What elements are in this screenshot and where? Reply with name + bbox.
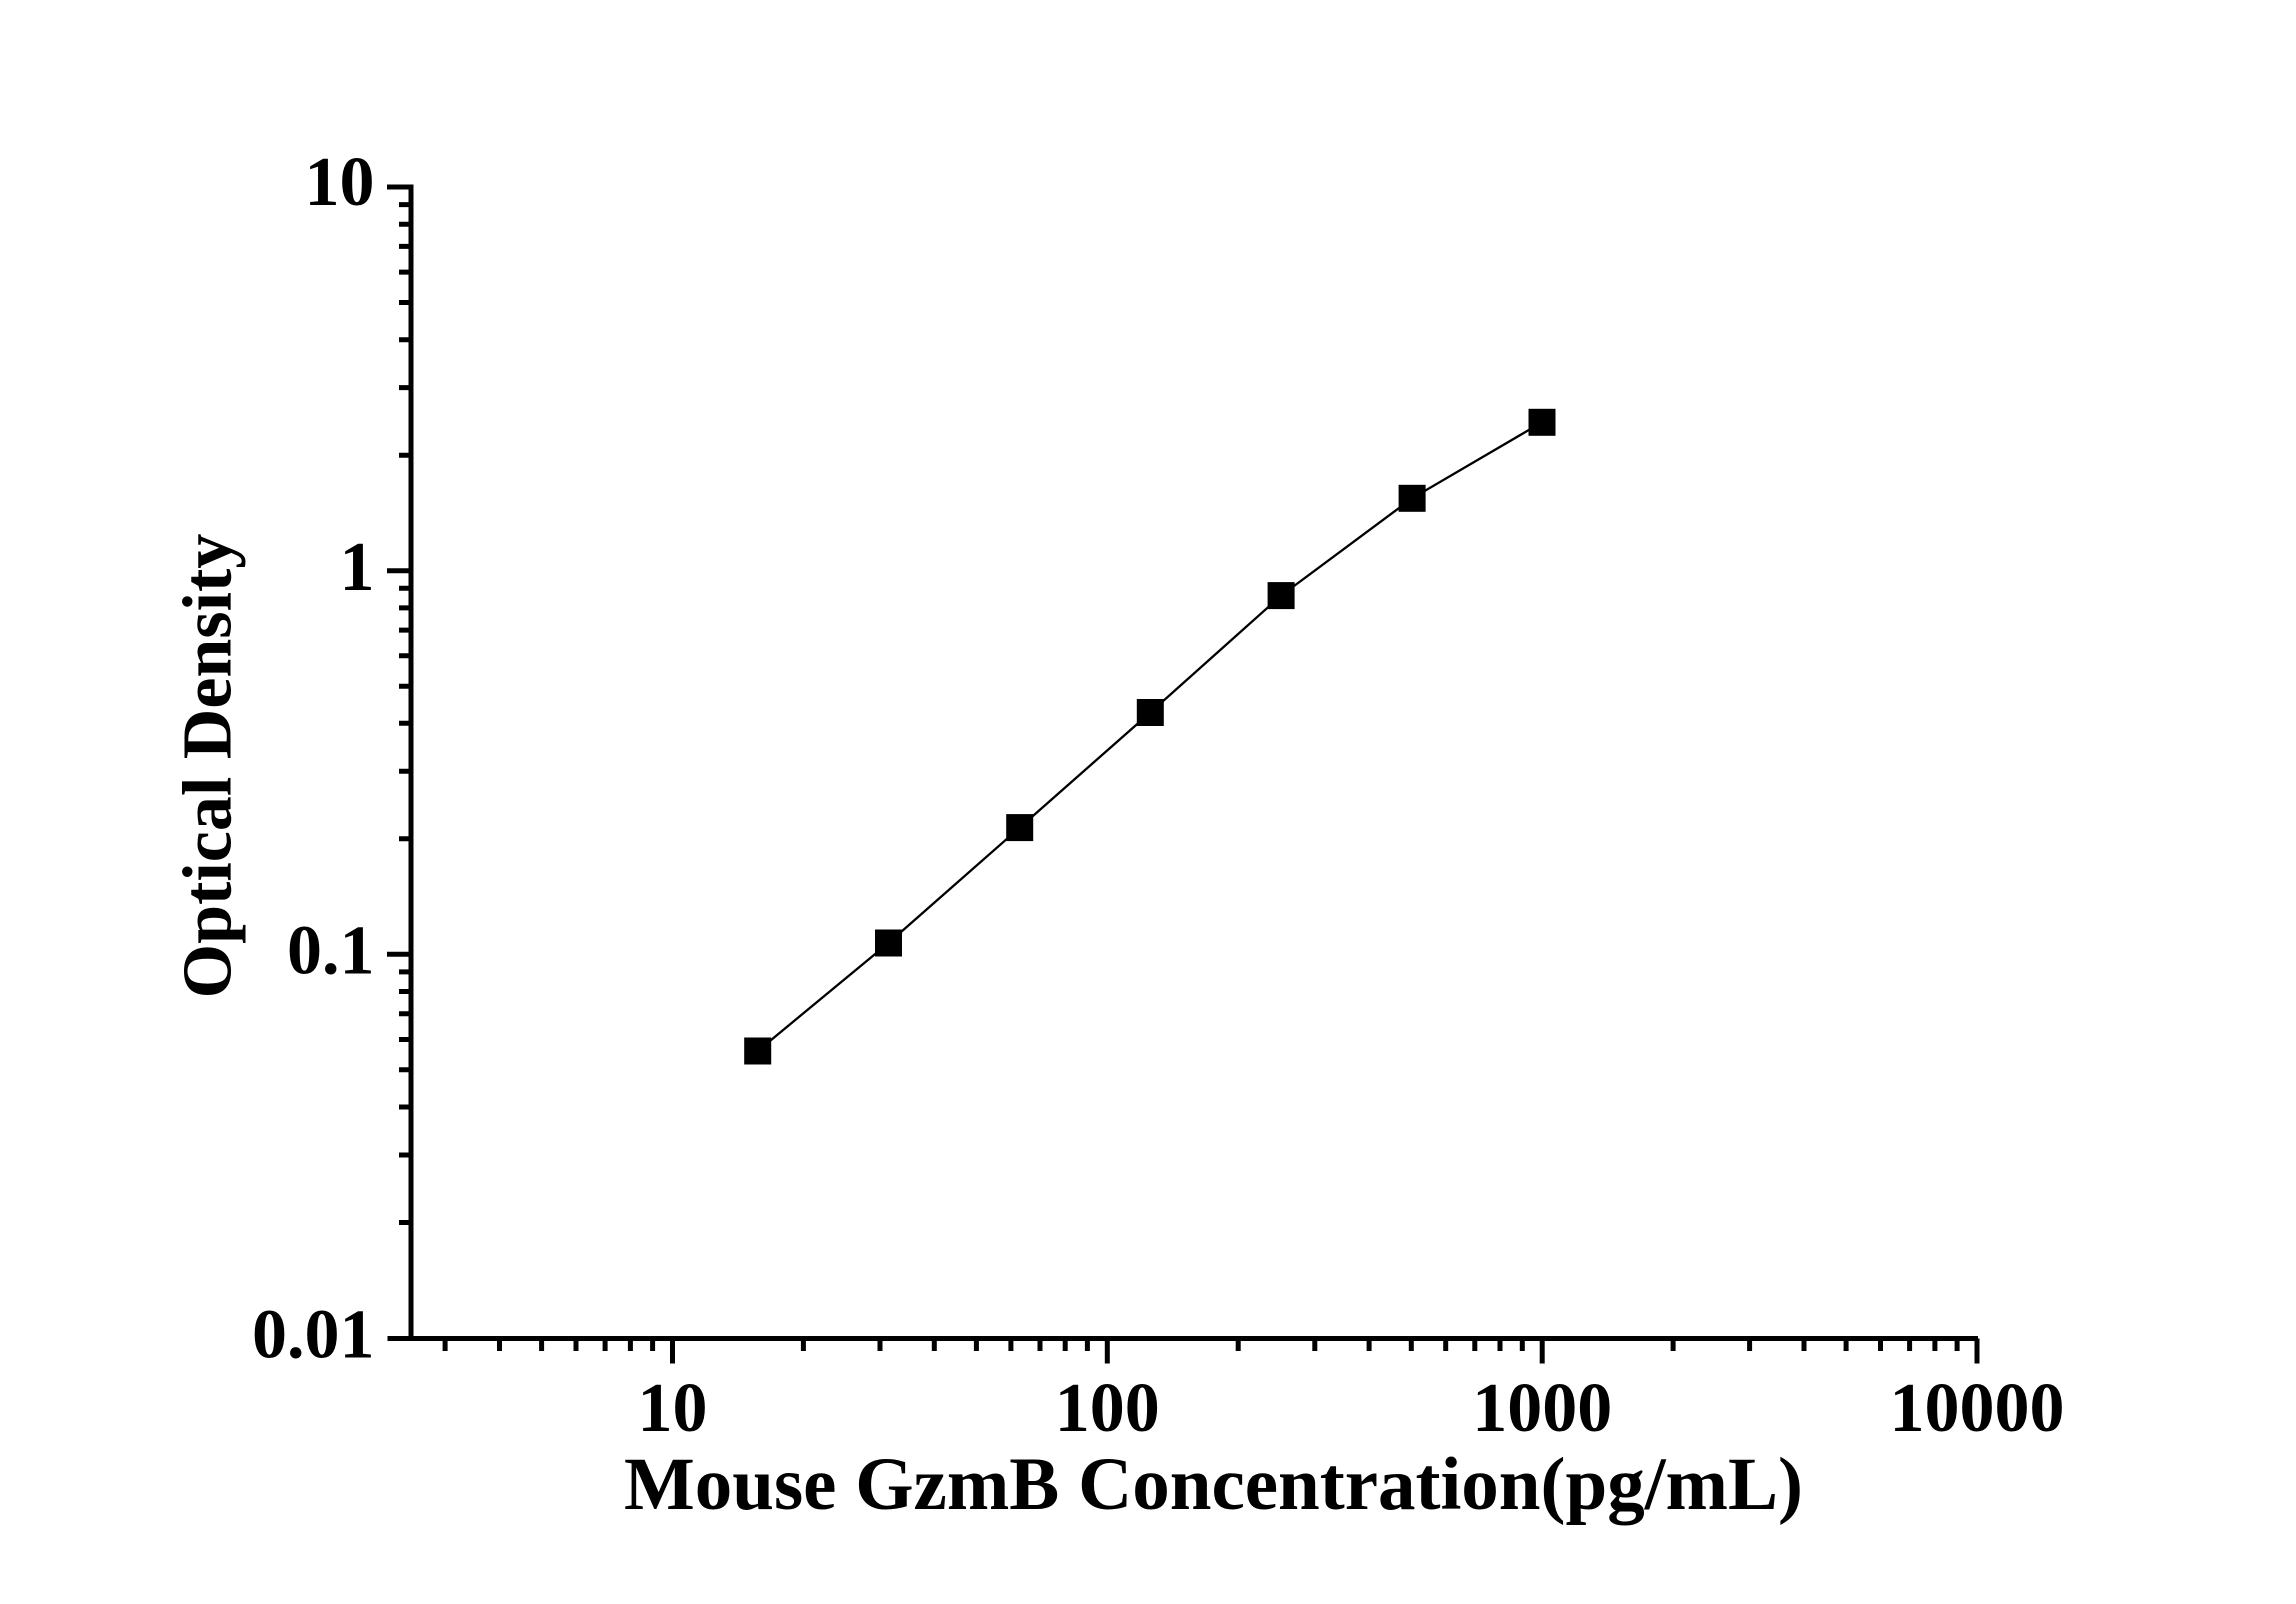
svg-text:1000: 1000 — [1472, 1370, 1612, 1447]
svg-text:Mouse GzmB Concentration(pg/mL: Mouse GzmB Concentration(pg/mL) — [624, 1443, 1803, 1526]
svg-text:0.01: 0.01 — [252, 1297, 375, 1374]
svg-text:10000: 10000 — [1890, 1370, 2065, 1447]
svg-text:Optical Density: Optical Density — [170, 534, 247, 999]
svg-text:100: 100 — [1055, 1370, 1160, 1447]
svg-text:0.1: 0.1 — [287, 913, 375, 990]
svg-text:10: 10 — [638, 1370, 708, 1447]
svg-text:1: 1 — [340, 529, 375, 606]
svg-text:10: 10 — [305, 144, 375, 221]
